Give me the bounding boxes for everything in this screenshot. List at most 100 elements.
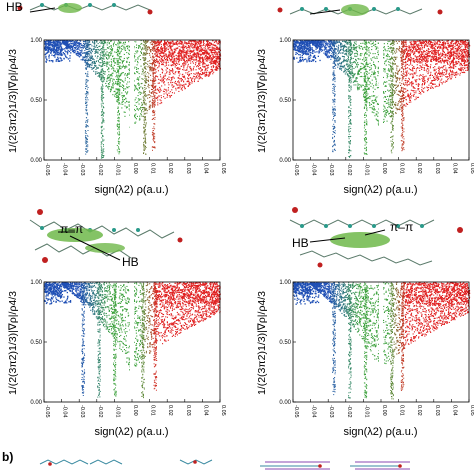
scatter-point bbox=[438, 69, 440, 71]
scatter-point bbox=[193, 55, 195, 57]
scatter-point bbox=[90, 52, 92, 54]
scatter-point bbox=[170, 81, 172, 83]
scatter-point bbox=[165, 69, 167, 71]
scatter-point bbox=[173, 43, 175, 45]
scatter-point bbox=[53, 48, 55, 50]
scatter-point bbox=[163, 93, 165, 95]
scatter-point bbox=[180, 50, 182, 52]
scatter-point bbox=[214, 51, 216, 53]
spike-point bbox=[117, 90, 119, 92]
scatter-point bbox=[89, 47, 91, 49]
scatter-point bbox=[207, 67, 209, 69]
scatter-point bbox=[116, 51, 118, 53]
scatter-point bbox=[100, 58, 102, 60]
spike-point bbox=[119, 56, 121, 58]
scatter-point bbox=[45, 60, 47, 63]
scatter-point bbox=[321, 49, 323, 51]
scatter-point bbox=[169, 54, 171, 56]
scatter-point bbox=[140, 65, 142, 67]
scatter-point bbox=[206, 53, 208, 55]
scatter-point bbox=[206, 44, 208, 47]
scatter-point bbox=[111, 62, 113, 64]
spike-point bbox=[145, 102, 147, 104]
scatter-point bbox=[182, 63, 184, 65]
scatter-point bbox=[426, 65, 428, 67]
scatter-point bbox=[168, 73, 170, 75]
scatter-point bbox=[93, 46, 95, 48]
scatter-point bbox=[136, 64, 138, 66]
scatter-point bbox=[428, 43, 430, 45]
scatter-point bbox=[104, 77, 106, 79]
scatter-point bbox=[169, 55, 171, 57]
scatter-point bbox=[359, 58, 361, 60]
scatter-point bbox=[76, 45, 78, 47]
spike-point bbox=[86, 91, 88, 93]
scatter-point bbox=[140, 59, 142, 61]
spike-point bbox=[118, 116, 119, 118]
scatter-point bbox=[196, 47, 198, 50]
scatter-point bbox=[53, 50, 55, 52]
spike-point bbox=[117, 71, 118, 73]
scatter-point bbox=[116, 60, 118, 62]
scatter-point bbox=[64, 41, 66, 43]
scatter-point bbox=[137, 71, 139, 73]
scatter-point bbox=[44, 41, 46, 43]
spike-point bbox=[85, 141, 87, 143]
scatter-point bbox=[431, 61, 433, 63]
scatter-point bbox=[160, 40, 162, 42]
scatter-point bbox=[356, 50, 358, 52]
scatter-point bbox=[315, 45, 317, 47]
scatter-point bbox=[161, 50, 163, 52]
spike-point bbox=[100, 88, 102, 90]
spike-point bbox=[85, 126, 87, 128]
spike-point bbox=[151, 119, 153, 120]
spike-point bbox=[152, 128, 154, 129]
scatter-point bbox=[123, 41, 125, 43]
spike-point bbox=[102, 119, 104, 121]
scatter-point bbox=[318, 47, 320, 49]
scatter-point bbox=[123, 96, 125, 98]
scatter-point bbox=[162, 76, 164, 78]
scatter-point bbox=[45, 61, 47, 63]
scatter-point bbox=[96, 45, 98, 47]
scatter-point bbox=[202, 72, 204, 74]
spike-point bbox=[116, 74, 118, 76]
spike-point bbox=[86, 145, 87, 147]
scatter-point bbox=[150, 79, 152, 81]
scatter-point bbox=[51, 42, 53, 44]
scatter-point bbox=[174, 71, 176, 73]
spike-point bbox=[143, 96, 145, 98]
scatter-point bbox=[394, 91, 396, 93]
scatter-point bbox=[74, 44, 76, 46]
scatter-point bbox=[84, 59, 86, 61]
scatter-point bbox=[142, 70, 144, 72]
scatter-point bbox=[415, 96, 417, 98]
scatter-point bbox=[152, 41, 154, 43]
scatter-point bbox=[146, 50, 148, 52]
scatter-point bbox=[191, 80, 193, 82]
spike-point bbox=[145, 80, 147, 82]
scatter-point bbox=[178, 70, 180, 72]
scatter-point bbox=[106, 80, 108, 82]
scatter-point bbox=[178, 45, 180, 47]
scatter-point bbox=[149, 42, 151, 44]
scatter-point bbox=[155, 42, 157, 44]
scatter-point bbox=[160, 47, 162, 49]
scatter-point bbox=[195, 69, 197, 71]
scatter-point bbox=[124, 91, 126, 93]
scatter-point bbox=[166, 72, 168, 74]
scatter-point bbox=[97, 67, 99, 69]
spike-point bbox=[85, 109, 87, 111]
spike-point bbox=[102, 70, 104, 72]
scatter-point bbox=[136, 88, 138, 90]
scatter-point bbox=[134, 53, 136, 55]
scatter-point bbox=[101, 65, 103, 67]
scatter-point bbox=[186, 54, 188, 56]
scatter-point bbox=[175, 57, 178, 59]
scatter-point bbox=[152, 49, 154, 51]
scatter-point bbox=[158, 44, 160, 46]
scatter-point bbox=[107, 77, 109, 79]
spike-point bbox=[118, 117, 120, 119]
scatter-point bbox=[188, 84, 190, 86]
scatter-point bbox=[104, 55, 106, 57]
